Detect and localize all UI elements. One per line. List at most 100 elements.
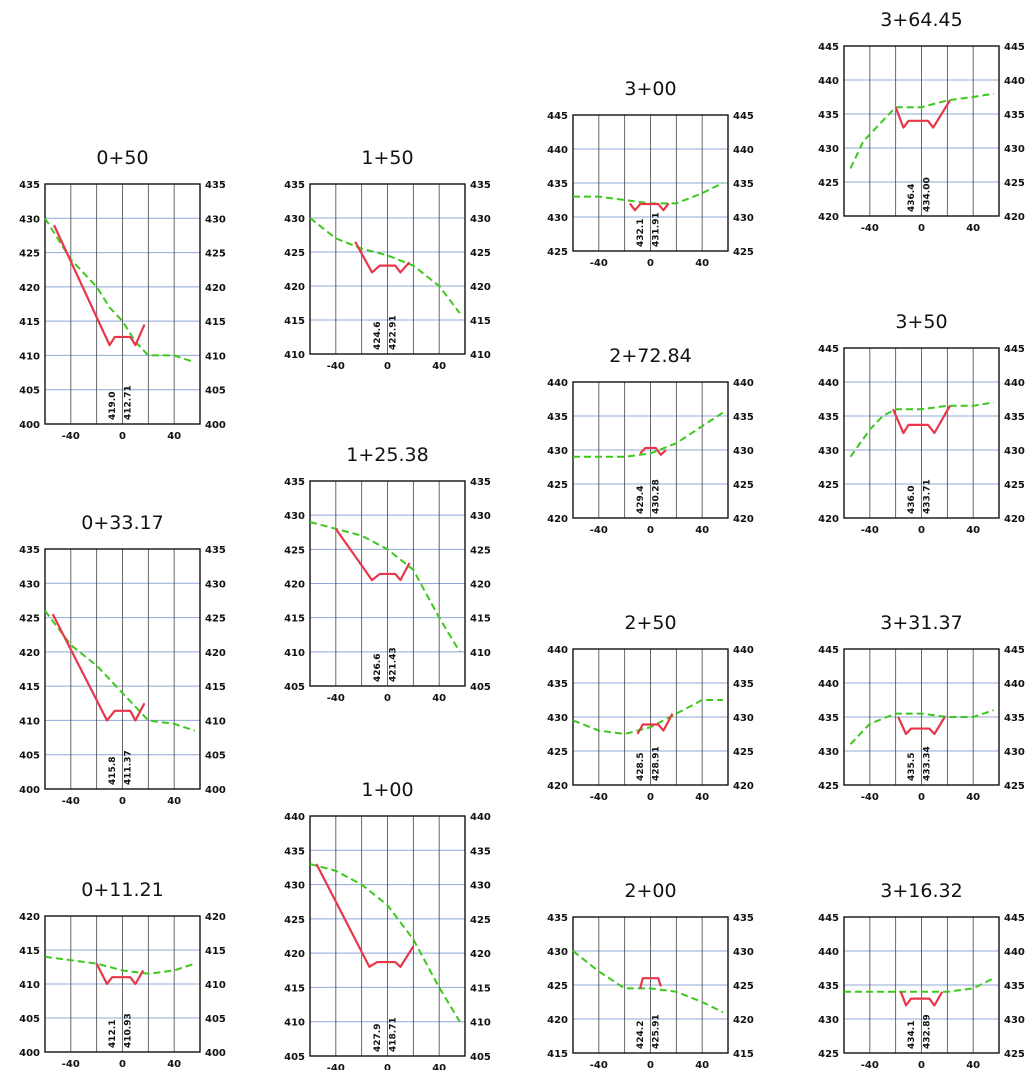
elevation-label: 435.5 — [907, 753, 917, 781]
elevation-label: 428.5 — [636, 753, 646, 781]
y-tick-label-left: 430 — [818, 747, 839, 758]
proposed-section-line — [899, 991, 944, 1007]
y-tick-label-left: 435 — [547, 412, 568, 423]
elevation-label: 432.89 — [922, 1014, 932, 1049]
elevation-label: 425.91 — [651, 1014, 661, 1049]
station-title: 1+00 — [361, 779, 413, 801]
y-tick-label-left: 440 — [547, 378, 568, 389]
y-tick-label-right: 415 — [470, 983, 491, 994]
y-tick-label-left: 425 — [284, 248, 305, 259]
section-panel-3+50: 3+50 420 420 425 425 430 430 435 435 440 440 445 445… — [818, 311, 1025, 536]
x-tick-label: 40 — [695, 1060, 709, 1070]
y-tick-label-right: 425 — [733, 747, 754, 758]
station-title: 2+00 — [624, 880, 676, 902]
y-tick-label-left: 425 — [547, 480, 568, 491]
y-tick-label-left: 430 — [547, 213, 568, 224]
y-tick-label-left: 435 — [284, 477, 305, 488]
y-tick-label-left: 420 — [284, 949, 305, 960]
y-tick-label-left: 440 — [818, 378, 839, 389]
x-tick-label: 40 — [432, 693, 446, 704]
panel-frame — [843, 916, 1000, 1054]
existing-ground-line — [844, 977, 995, 993]
y-tick-label-right: 405 — [205, 751, 226, 762]
y-tick-label-right: 430 — [733, 947, 754, 958]
y-tick-label-left: 420 — [818, 514, 839, 525]
y-tick-label-right: 420 — [1004, 212, 1025, 223]
y-tick-label-right: 445 — [733, 111, 754, 122]
x-tick-label: 40 — [167, 431, 181, 442]
y-tick-label-left: 410 — [19, 980, 40, 991]
y-tick-label-right: 430 — [733, 213, 754, 224]
y-tick-label-right: 420 — [733, 781, 754, 792]
panel-frame — [44, 548, 201, 790]
x-tick-label: -40 — [327, 1063, 345, 1070]
y-tick-label-left: 425 — [818, 1049, 839, 1060]
y-tick-label-right: 410 — [470, 1018, 491, 1029]
y-tick-label-right: 440 — [1004, 378, 1025, 389]
proposed-section-line — [315, 863, 415, 968]
panel-frame — [44, 183, 201, 425]
existing-ground-line — [849, 401, 994, 458]
x-tick-label: 0 — [647, 258, 654, 269]
x-tick-label: 40 — [966, 792, 980, 803]
elevation-label: 436.0 — [907, 486, 917, 514]
y-tick-label-left: 430 — [818, 446, 839, 457]
y-tick-label-left: 435 — [19, 180, 40, 191]
y-tick-label-right: 430 — [733, 713, 754, 724]
x-tick-label: 0 — [918, 223, 925, 234]
y-tick-label-right: 440 — [1004, 947, 1025, 958]
section-panel-1+00: 1+00 405 405 410 410 415 415 420 420 425 425 430 430… — [284, 779, 491, 1070]
y-tick-label-right: 405 — [205, 386, 226, 397]
y-tick-label-left: 430 — [19, 579, 40, 590]
y-tick-label-right: 405 — [205, 1014, 226, 1025]
y-tick-label-left: 400 — [19, 785, 40, 796]
y-tick-label-right: 405 — [470, 682, 491, 693]
existing-ground-line — [573, 182, 724, 205]
y-tick-label-right: 430 — [1004, 747, 1025, 758]
station-title: 3+50 — [895, 311, 947, 333]
elevation-label: 434.1 — [907, 1021, 917, 1049]
section-panel-2+00: 2+00 415 415 420 420 425 425 430 430 435 435 -40 0 40… — [547, 880, 754, 1070]
y-tick-label-right: 420 — [470, 580, 491, 591]
y-tick-label-right: 445 — [1004, 913, 1025, 924]
y-tick-label-right: 410 — [205, 980, 226, 991]
x-tick-label: -40 — [590, 258, 608, 269]
y-tick-label-left: 420 — [547, 1015, 568, 1026]
y-tick-label-left: 415 — [284, 983, 305, 994]
section-panel-3+31.37: 3+31.37 425 425 430 430 435 435 440 440 445 445 -40… — [818, 612, 1025, 803]
x-tick-label: -40 — [590, 525, 608, 536]
y-tick-label-right: 440 — [733, 645, 754, 656]
section-panel-2+50: 2+50 420 420 425 425 430 430 435 435 440 440 -40 0 40… — [547, 612, 754, 803]
y-tick-label-right: 440 — [470, 812, 491, 823]
y-tick-label-right: 420 — [205, 283, 226, 294]
x-tick-label: -40 — [590, 792, 608, 803]
x-tick-label: -40 — [861, 223, 879, 234]
panel-frame — [572, 648, 729, 786]
panel-frame — [309, 815, 466, 1057]
station-title: 0+11.21 — [81, 879, 163, 901]
y-tick-label-right: 435 — [733, 679, 754, 690]
y-tick-label-right: 400 — [205, 1048, 226, 1059]
y-tick-label-left: 435 — [284, 180, 305, 191]
x-tick-label: 0 — [918, 792, 925, 803]
y-tick-label-right: 420 — [470, 949, 491, 960]
panel-frame — [309, 183, 466, 355]
y-tick-label-left: 405 — [284, 1052, 305, 1063]
y-tick-label-left: 400 — [19, 420, 40, 431]
elevation-label: 422.91 — [388, 315, 398, 350]
elevation-label: 412.71 — [123, 385, 133, 420]
y-tick-label-right: 435 — [1004, 981, 1025, 992]
y-tick-label-right: 415 — [205, 946, 226, 957]
elevation-label: 426.6 — [373, 654, 383, 682]
y-tick-label-left: 440 — [547, 645, 568, 656]
x-tick-label: 0 — [119, 796, 126, 807]
y-tick-label-right: 430 — [733, 446, 754, 457]
station-title: 0+50 — [96, 147, 148, 169]
y-tick-label-right: 425 — [470, 248, 491, 259]
y-tick-label-left: 425 — [19, 614, 40, 625]
elevation-label: 424.6 — [373, 322, 383, 350]
y-tick-label-right: 420 — [733, 1015, 754, 1026]
y-tick-label-left: 430 — [284, 511, 305, 522]
